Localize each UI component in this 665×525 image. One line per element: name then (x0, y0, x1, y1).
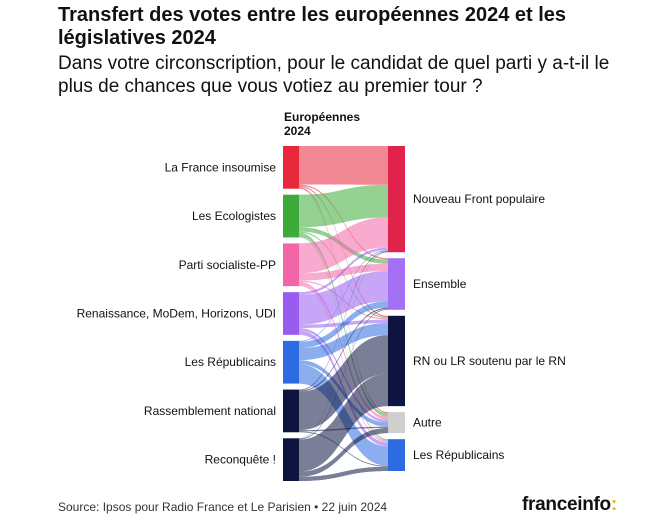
source-node-1 (283, 194, 299, 238)
target-node-1 (388, 258, 405, 310)
flow-6-2 (299, 373, 388, 472)
target-node-3 (388, 412, 405, 434)
flow-2-3 (299, 281, 388, 420)
flow-3-0 (299, 247, 388, 295)
chart-title: Transfert des votes entre les européenne… (58, 4, 567, 49)
source-label-1: Les Ecologistes (192, 209, 276, 223)
source-node-6 (283, 438, 299, 481)
source-node-4 (283, 340, 299, 384)
source-column-label: Européennes 2024 (284, 110, 361, 138)
labels-layer: La France insoumise Les Ecologistes Parti … (77, 160, 566, 466)
source-node-0 (283, 146, 299, 189)
logo-text: franceinfo (522, 494, 611, 515)
target-label-4: Les Républicains (413, 448, 504, 462)
flow-5-0 (299, 250, 388, 391)
flow-5-4 (299, 431, 388, 467)
source-node-5 (283, 389, 299, 433)
target-node-2 (388, 315, 405, 407)
source-node-3 (283, 292, 299, 335)
source-label-4: Les Républicains (185, 355, 276, 369)
logo-mark: : (610, 494, 617, 515)
flow-4-2 (299, 323, 388, 361)
flow-3-1 (299, 271, 388, 325)
source-label-6: Reconquête ! (205, 453, 276, 467)
flows-layer (299, 146, 388, 481)
source-label-5: Rassemblement national (144, 404, 276, 418)
target-node-0 (388, 146, 405, 253)
flow-5-1 (299, 307, 388, 392)
source-label-2: Parti socialiste-PP (179, 258, 276, 272)
target-label-3: Autre (413, 416, 442, 430)
flow-6-4 (299, 466, 388, 481)
flow-1-0 (299, 184, 388, 228)
target-label-2: RN ou LR soutenu par le RN (413, 354, 566, 368)
target-node-4 (388, 439, 405, 471)
flow-4-1 (299, 301, 388, 349)
flow-2-0 (299, 217, 388, 274)
nodes-layer (283, 146, 405, 481)
flow-4-0 (299, 250, 388, 342)
flow-5-2 (299, 335, 388, 431)
target-label-0: Nouveau Front populaire (413, 192, 545, 206)
source-label-0: La France insoumise (165, 160, 277, 174)
flow-0-0 (299, 146, 388, 185)
flow-0-4 (299, 188, 388, 440)
flow-6-1 (299, 308, 388, 440)
target-label-1: Ensemble (413, 277, 467, 291)
source-node-2 (283, 243, 299, 287)
franceinfo-logo[interactable]: franceinfo: (522, 494, 617, 516)
flow-6-3 (299, 428, 388, 477)
source-note: Source: Ipsos pour Radio France et Le Pa… (58, 500, 388, 514)
flow-6-0 (299, 251, 388, 439)
source-label-3: Renaissance, MoDem, Horizons, UDI (77, 307, 276, 321)
chart-subtitle: Dans votre circonscription, pour le cand… (58, 53, 610, 97)
